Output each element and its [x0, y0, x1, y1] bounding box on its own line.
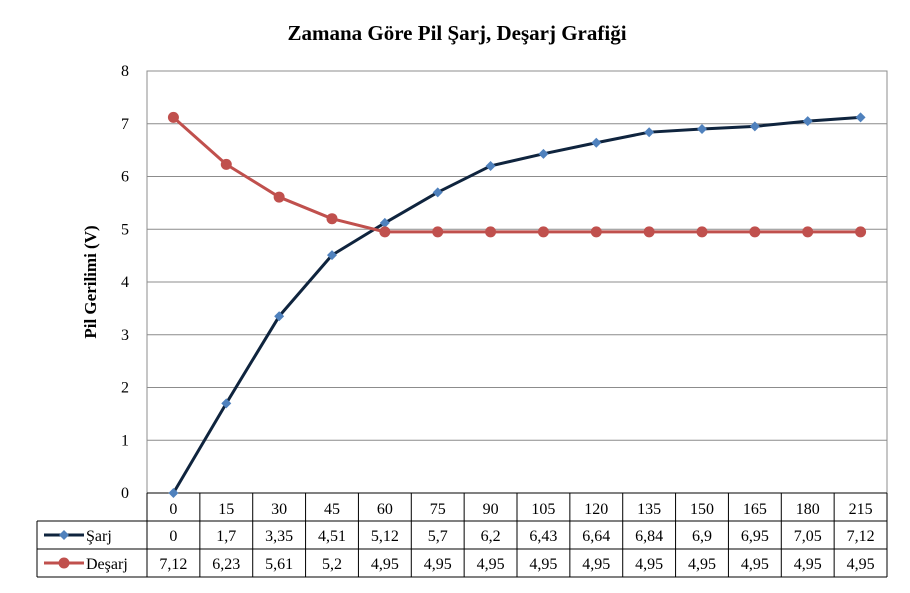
data-point: [220, 158, 232, 170]
table-cell: 7,12: [847, 528, 875, 545]
data-point: [327, 250, 337, 261]
data-point: [643, 226, 655, 238]
y-tick-label: 0: [121, 485, 129, 502]
x-tick-label: 15: [218, 501, 234, 518]
data-point: [855, 112, 866, 123]
table-cell: 4,51: [318, 528, 346, 545]
series-line: [172, 115, 861, 494]
data-point: [273, 191, 285, 203]
y-tick-label: 8: [121, 63, 129, 80]
data-point: [644, 127, 655, 138]
data-point: [802, 116, 813, 127]
data-point: [379, 217, 390, 228]
data-point: [432, 187, 443, 198]
data-point: [485, 160, 496, 171]
data-point: [538, 148, 549, 159]
table-cell: 6,9: [692, 528, 712, 545]
x-tick-label: 30: [271, 501, 287, 518]
table-cell: 6,2: [481, 528, 501, 545]
grid: [146, 70, 888, 494]
data-point: [591, 137, 602, 148]
table-cell: 0: [169, 528, 177, 545]
x-tick-label: 165: [743, 501, 767, 518]
data-point: [590, 226, 602, 238]
y-ticks: 0 1 2 3 4 5 6 7 8: [121, 63, 129, 502]
x-tick-label: 90: [483, 501, 499, 518]
data-point: [749, 121, 760, 132]
table-cell: 6,64: [582, 528, 610, 545]
table-cell: 4,95: [582, 556, 610, 573]
legend-key-marker: [59, 530, 69, 540]
table-cell: 4,95: [741, 556, 769, 573]
x-tick-label: 60: [377, 501, 393, 518]
table-cell: 6,43: [529, 528, 557, 545]
table-cell: 5,7: [428, 528, 448, 545]
data-point: [697, 124, 707, 135]
table-cell: 7,12: [159, 556, 187, 573]
table-cell: 6,84: [635, 528, 663, 545]
x-tick-label: 135: [637, 501, 661, 518]
chart-title: Zamana Göre Pil Şarj, Deşarj Grafiği: [287, 21, 626, 45]
table-cell: 3,35: [265, 528, 293, 545]
data-point: [274, 311, 285, 322]
table-cell: 5,2: [322, 556, 342, 573]
x-tick-label: 0: [169, 501, 177, 518]
table-cell: 4,95: [424, 556, 452, 573]
legend-key-marker: [58, 557, 70, 569]
data-point: [537, 226, 549, 238]
data-point: [696, 226, 708, 238]
table-cell: 4,95: [635, 556, 663, 573]
data-point: [326, 213, 338, 225]
table-cell: 6,95: [741, 528, 769, 545]
table-cell: 7,05: [794, 528, 822, 545]
x-tick-label: 120: [584, 501, 608, 518]
table-cell: 4,95: [688, 556, 716, 573]
series-line: [172, 116, 861, 234]
data-point: [167, 111, 179, 123]
data-point: [221, 398, 232, 409]
y-tick-label: 3: [121, 327, 129, 344]
table-cell: 5,12: [371, 528, 399, 545]
table-cell: 4,95: [794, 556, 822, 573]
data-point: [485, 226, 497, 238]
x-tick-label: 105: [531, 501, 555, 518]
data-point: [749, 226, 761, 238]
data-point: [432, 226, 444, 238]
table-cell: 4,95: [477, 556, 505, 573]
data-point: [168, 488, 179, 498]
x-tick-label: 45: [324, 501, 340, 518]
table-cell: 4,95: [847, 556, 875, 573]
table-cell: 6,23: [212, 556, 240, 573]
data-point: [802, 226, 814, 238]
table-cell: 4,95: [529, 556, 557, 573]
y-tick-label: 2: [121, 380, 129, 397]
x-tick-label: 180: [796, 501, 820, 518]
y-tick-label: 5: [121, 221, 129, 238]
data-table: 0 15 30 45 60 75 90 105 120 135 150 165 180 215 Şarj 0 1…: [36, 492, 888, 578]
x-tick-label: 215: [849, 501, 873, 518]
legend-label: Şarj: [86, 528, 112, 545]
y-axis-label: Pil Gerilimi (V): [81, 225, 100, 338]
legend-label: Deşarj: [86, 556, 128, 573]
series: [167, 111, 867, 498]
table-cell: 4,95: [371, 556, 399, 573]
table-cell: 1,7: [216, 528, 236, 545]
x-tick-label: 150: [690, 501, 714, 518]
data-point: [379, 226, 391, 238]
y-tick-label: 6: [121, 169, 129, 186]
y-tick-label: 4: [121, 274, 129, 291]
y-tick-label: 7: [121, 116, 129, 133]
x-tick-label: 75: [430, 501, 446, 518]
data-point: [855, 226, 867, 238]
table-cell: 5,61: [265, 556, 293, 573]
y-tick-label: 1: [121, 432, 129, 449]
